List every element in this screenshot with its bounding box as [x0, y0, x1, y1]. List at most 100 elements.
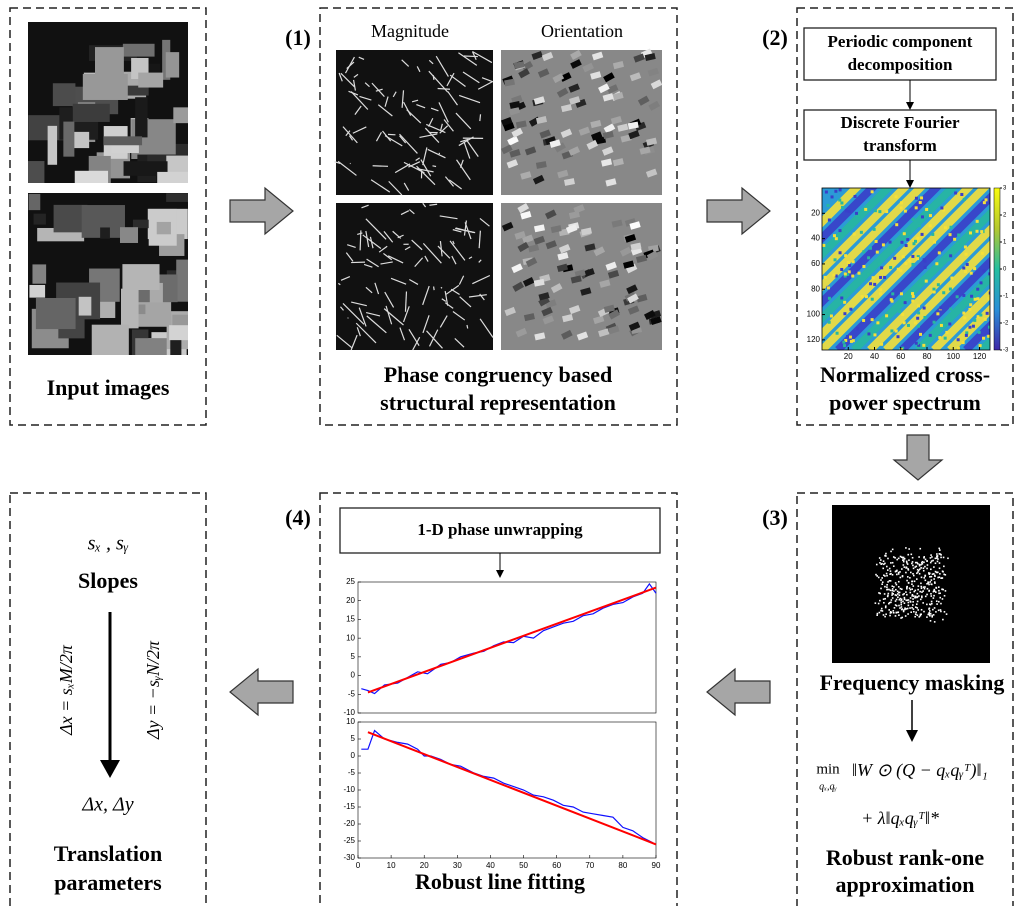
panel-label: Phase congruency based	[384, 362, 613, 387]
mask-dot	[940, 577, 942, 579]
speckle	[848, 264, 851, 267]
mask-dot	[921, 587, 923, 589]
speckle	[963, 198, 966, 201]
speckle	[970, 272, 973, 275]
speckle	[873, 283, 876, 286]
speckle	[921, 233, 924, 236]
mask-dot	[926, 560, 928, 562]
mask-dot	[936, 553, 938, 555]
speckle	[918, 224, 921, 227]
speckle	[962, 267, 965, 270]
mask-dot	[938, 601, 940, 603]
mask-dot	[903, 564, 905, 566]
mask-dot	[936, 587, 938, 589]
mask-dot	[879, 612, 881, 614]
speckle	[947, 258, 950, 261]
speckle	[963, 317, 966, 320]
mask-dot	[931, 601, 933, 603]
speckle	[844, 254, 847, 257]
mask-dot	[908, 548, 910, 550]
speckle	[875, 240, 878, 243]
mask-dot	[925, 559, 927, 561]
mask-dot	[911, 581, 913, 583]
mask-dot	[910, 601, 912, 603]
image-patch	[104, 136, 142, 145]
mask-dot	[929, 615, 931, 617]
speckle	[948, 323, 951, 326]
speckle	[933, 321, 936, 324]
speckle	[838, 229, 841, 232]
mask-dot	[937, 561, 939, 563]
mask-dot	[930, 562, 932, 564]
mask-dot	[893, 565, 895, 567]
formula: + λ‖qₓqᵧᵀ‖*	[861, 808, 939, 828]
y-tick-label: 120	[807, 335, 821, 344]
image-patch	[122, 264, 159, 290]
mask-dot	[888, 603, 890, 605]
speckle	[867, 256, 870, 259]
mask-dot	[939, 576, 941, 578]
mask-dot	[922, 590, 924, 592]
mask-dot	[923, 556, 925, 558]
image-patch	[121, 289, 139, 329]
speckle	[982, 337, 985, 340]
mask-dot	[878, 577, 880, 579]
mask-dot	[898, 614, 900, 616]
y-tick-label: 5	[351, 652, 356, 661]
mask-dot	[887, 596, 889, 598]
speckle	[843, 301, 846, 304]
y-tick-label: 60	[811, 259, 820, 268]
mask-dot	[879, 593, 881, 595]
mask-dot	[883, 598, 885, 600]
y-tick-label: 0	[351, 751, 356, 760]
mask-dot	[914, 580, 916, 582]
mask-dot	[926, 568, 928, 570]
speckle	[914, 321, 917, 324]
panel-label: Robust line fitting	[415, 869, 585, 894]
mask-dot	[930, 568, 932, 570]
mask-dot	[906, 580, 908, 582]
speckle	[938, 336, 941, 339]
mask-dot	[889, 615, 891, 617]
speckle	[931, 233, 934, 236]
speckle	[922, 344, 925, 347]
speckle	[835, 237, 838, 240]
speckle	[827, 286, 830, 289]
formula: qₓ,qᵧ	[819, 781, 837, 792]
y-tick-label: 10	[346, 633, 355, 642]
mask-dot	[935, 591, 937, 593]
mask-dot	[892, 590, 894, 592]
x-tick-label: 10	[387, 861, 396, 870]
speckle	[985, 198, 988, 201]
mask-dot	[940, 609, 942, 611]
mask-dot	[890, 612, 892, 614]
speckle	[957, 347, 960, 350]
speckle	[908, 260, 911, 263]
image-patch	[169, 325, 188, 340]
mask-dot	[911, 595, 913, 597]
colorbar-label: -3	[1003, 348, 1009, 354]
speckle	[984, 318, 987, 321]
mask-dot	[920, 567, 922, 569]
mask-dot	[923, 567, 925, 569]
mask-dot	[885, 613, 887, 615]
speckle	[903, 232, 906, 235]
mask-dot	[917, 563, 919, 565]
speckle	[929, 214, 932, 217]
speckle	[901, 299, 904, 302]
image-patch	[36, 298, 76, 329]
panel-label: Input images	[47, 375, 170, 400]
speckle	[873, 333, 876, 336]
mask-dot	[890, 601, 892, 603]
speckle	[905, 244, 908, 247]
image-patch	[157, 222, 171, 234]
image-patch	[166, 52, 179, 77]
mask-dot	[881, 563, 883, 565]
mask-dot	[886, 566, 888, 568]
mask-dot	[912, 561, 914, 563]
image-patch	[120, 227, 138, 243]
mask-dot	[887, 581, 889, 583]
mask-dot	[919, 565, 921, 567]
speckle	[844, 272, 847, 275]
speckle	[900, 201, 903, 204]
